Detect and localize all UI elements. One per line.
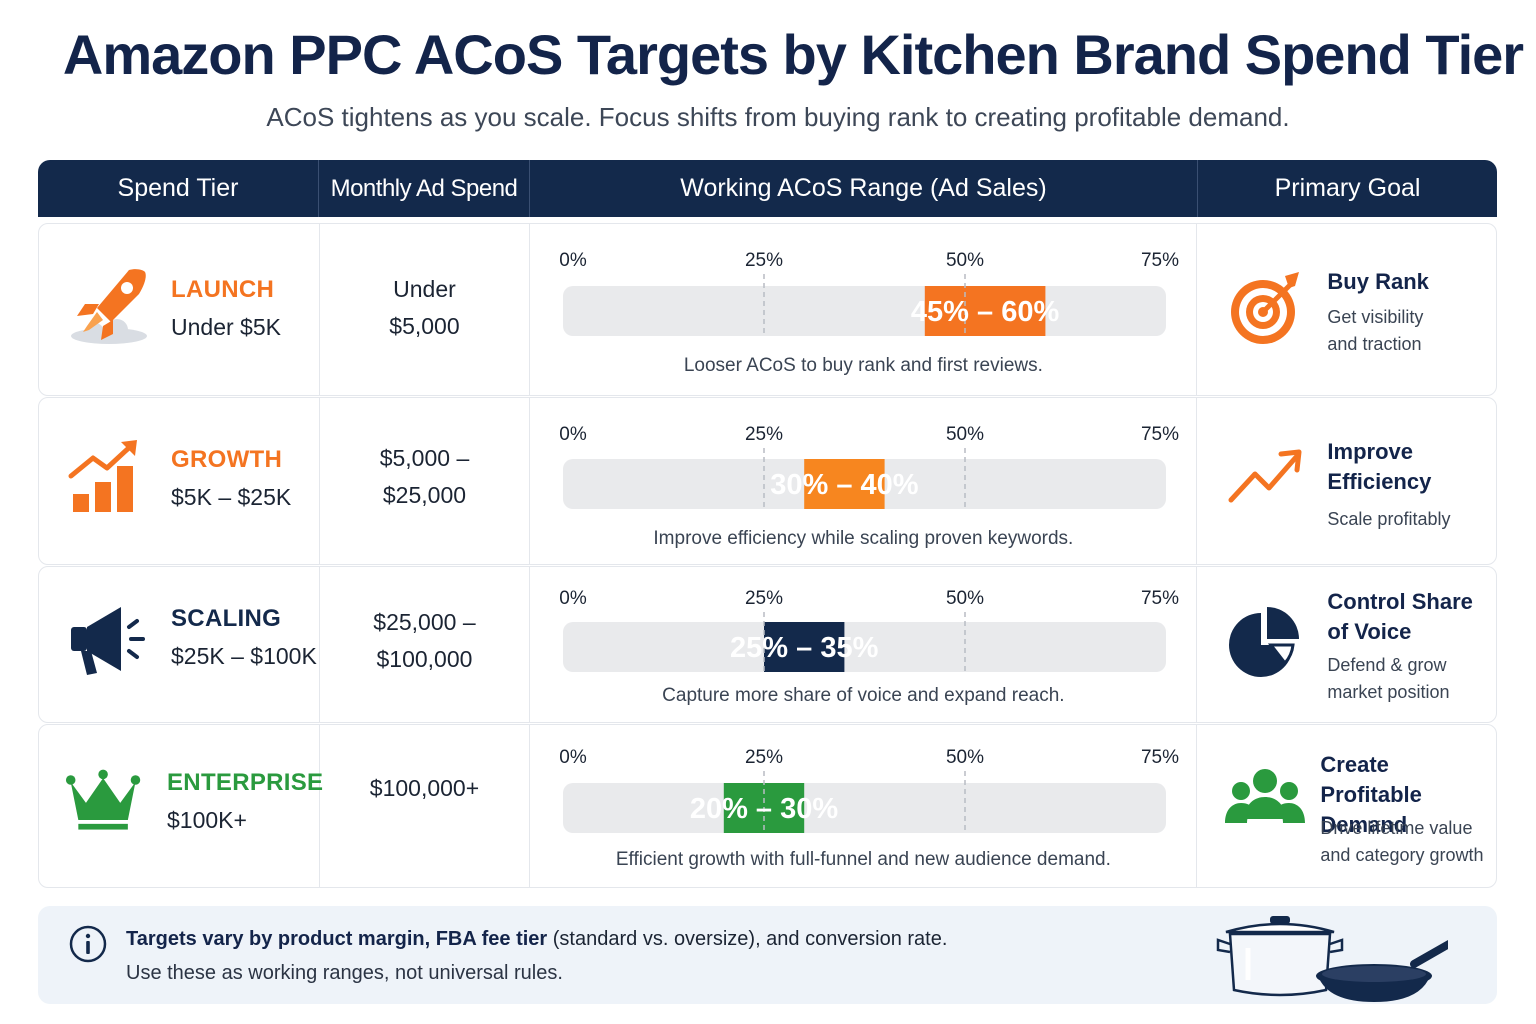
tick-label: 0% <box>560 424 588 445</box>
acos-cell: 0% 25% 50% 75% 30% – 40% Improve efficiency … <box>530 398 1198 564</box>
goal-cell: Control Share of Voice Defend & grow mar… <box>1197 567 1496 722</box>
spend-cell: $25,000 – $100,000 <box>320 567 531 722</box>
tick-label: 50% <box>946 424 984 445</box>
goal-cell: Improve Efficiency Scale profitably <box>1197 398 1496 564</box>
info-icon <box>69 925 107 963</box>
tier-name: LAUNCH <box>171 276 275 303</box>
tier-cell: SCALING $25K – $100K <box>39 567 320 722</box>
tick-label: 50% <box>946 747 984 768</box>
header-spend-tier: Spend Tier <box>38 160 319 217</box>
monthly-spend: $25,000 – $100,000 <box>373 609 476 672</box>
goal-description: Scale profitably <box>1327 509 1451 529</box>
acos-range-bar: 0% 25% 50% 75% 30% – 40% <box>560 424 1179 509</box>
tier-range: $5K – $25K <box>171 484 292 510</box>
goal-cell: Buy Rank Get visibility and traction <box>1197 224 1496 395</box>
range-fill <box>764 622 845 672</box>
page-subtitle: ACoS tightens as you scale. Focus shifts… <box>266 102 1290 132</box>
table-row: SCALING $25K – $100K $25,000 – $100,000 … <box>38 566 1497 723</box>
range-fill <box>925 286 1046 336</box>
tick-label: 25% <box>745 250 783 271</box>
goal-description: Get visibility and traction <box>1327 307 1424 354</box>
tick-label: 0% <box>560 588 588 609</box>
tick-label: 0% <box>560 250 588 271</box>
monthly-spend: $100,000+ <box>369 775 480 801</box>
tier-name: SCALING <box>171 605 282 632</box>
table-row: LAUNCH Under $5K Under $5,000 0% 25% 50% 75… <box>38 223 1497 396</box>
acos-note: Efficient growth with full-funnel and ne… <box>615 849 1111 870</box>
range-label: 25% – 35% <box>730 632 879 664</box>
header-acos-range: Working ACoS Range (Ad Sales) <box>530 160 1198 217</box>
tier-cell: ENTERPRISE $100K+ <box>39 725 324 887</box>
acos-note: Improve efficiency while scaling proven … <box>653 528 1074 549</box>
acos-range-bar: 0% 25% 50% 75% 45% – 60% <box>560 250 1179 336</box>
goal-description: Drive lifetime value and category growth <box>1320 818 1484 865</box>
acos-note: Capture more share of voice and expand r… <box>662 685 1065 706</box>
monthly-spend: $5,000 – $25,000 <box>379 445 470 508</box>
tier-name: GROWTH <box>171 446 283 473</box>
acos-cell: 0% 25% 50% 75% 25% – 35% Capture more share … <box>530 567 1198 722</box>
table-row: GROWTH $5K – $25K $5,000 – $25,000 0% 25%… <box>38 397 1497 565</box>
acos-cell: 0% 25% 50% 75% 45% – 60% Looser ACoS to buy … <box>530 224 1198 395</box>
footer-line-1: Targets vary by product margin, FBA fee … <box>126 928 948 950</box>
tick-label: 50% <box>946 250 984 271</box>
acos-note: Looser ACoS to buy rank and first review… <box>683 355 1043 376</box>
acos-range-bar: 0% 25% 50% 75% 20% – 30% <box>560 747 1179 833</box>
footer-note: Targets vary by product margin, FBA fee … <box>38 906 1497 1004</box>
tick-label: 25% <box>745 588 783 609</box>
megaphone-icon <box>71 607 145 675</box>
range-track <box>563 286 1167 336</box>
spend-cell: Under $5,000 <box>320 224 531 395</box>
range-label: 30% – 40% <box>771 469 920 501</box>
tier-cell: LAUNCH Under $5K <box>39 224 320 395</box>
tier-name: ENTERPRISE <box>167 769 324 796</box>
monthly-spend: Under $5,000 <box>389 276 460 339</box>
range-label: 45% – 60% <box>911 296 1060 328</box>
goal-title: Improve Efficiency <box>1327 439 1432 494</box>
range-track <box>563 622 1167 672</box>
tier-cell: GROWTH $5K – $25K <box>39 398 320 564</box>
people-group-icon <box>1225 769 1306 823</box>
goal-cell: Create Profitable Demand Drive lifetime … <box>1197 725 1496 887</box>
tick-label: 75% <box>1141 588 1179 609</box>
acos-cell: 0% 25% 50% 75% 20% – 30% Efficient growth wi… <box>530 725 1198 887</box>
growth-bars-icon <box>68 440 137 512</box>
tier-range: Under $5K <box>171 314 281 340</box>
tick-label: 75% <box>1141 250 1179 271</box>
trend-up-icon <box>1228 449 1302 503</box>
tick-label: 75% <box>1141 747 1179 768</box>
page-title: Amazon PPC ACoS Targets by Kitchen Brand… <box>62 23 1524 86</box>
spend-cell: $100,000+ <box>320 725 531 887</box>
goal-title: Control Share of Voice <box>1327 589 1473 644</box>
goal-title: Create Profitable Demand <box>1320 752 1422 837</box>
cookware-icon <box>1216 916 1448 1002</box>
goal-description: Defend & grow market position <box>1327 655 1450 702</box>
table-row: ENTERPRISE $100K+ $100,000+ 0% 25% 50% 75% 2… <box>38 724 1497 888</box>
goal-title: Buy Rank <box>1327 269 1429 294</box>
spend-cell: $5,000 – $25,000 <box>320 398 531 564</box>
tick-label: 25% <box>745 424 783 445</box>
tier-range: $100K+ <box>167 807 247 833</box>
tick-label: 0% <box>560 747 588 768</box>
range-track <box>563 783 1167 833</box>
range-fill <box>804 459 885 509</box>
tick-label: 50% <box>946 588 984 609</box>
header-monthly-ad-spend: Monthly Ad Spend <box>319 160 530 217</box>
tier-range: $25K – $100K <box>171 643 317 669</box>
crown-icon <box>65 769 141 830</box>
range-label: 20% – 30% <box>690 793 839 825</box>
tick-label: 25% <box>745 747 783 768</box>
target-icon <box>1231 272 1300 344</box>
acos-range-bar: 0% 25% 50% 75% 25% – 35% <box>560 588 1179 672</box>
table-header: Spend Tier Monthly Ad Spend Working ACoS… <box>38 160 1497 217</box>
tick-label: 75% <box>1141 424 1179 445</box>
header-primary-goal: Primary Goal <box>1274 174 1421 202</box>
pie-chart-icon <box>1229 607 1300 677</box>
footer-line-2: Use these as working ranges, not univers… <box>126 962 563 984</box>
rocket-icon <box>71 269 147 344</box>
